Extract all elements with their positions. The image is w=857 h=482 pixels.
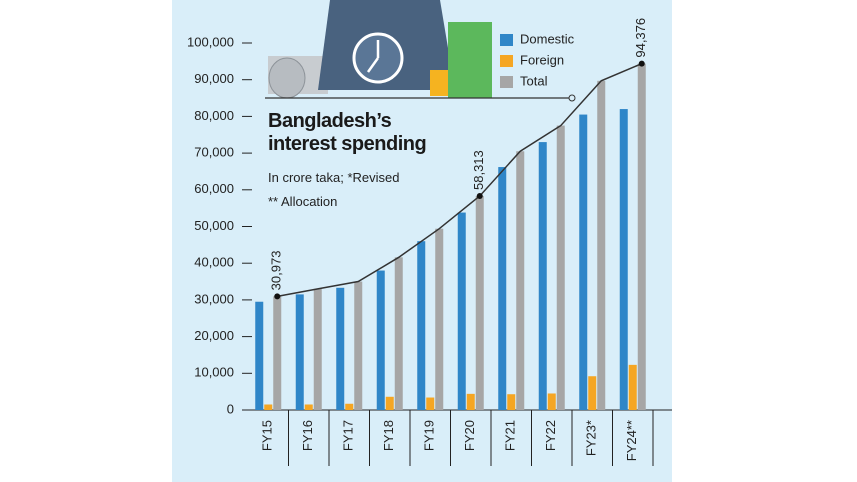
- y-tick-label: 20,000: [194, 328, 234, 343]
- y-tick-label: 70,000: [194, 145, 234, 160]
- bar: [457, 212, 466, 410]
- bar: [516, 151, 525, 410]
- legend-label: Foreign: [520, 52, 564, 67]
- note: ** Allocation: [268, 194, 338, 209]
- clock-hands: [366, 40, 380, 73]
- bar: [507, 394, 516, 410]
- y-tick-label: 10,000: [194, 365, 234, 380]
- bar: [417, 241, 426, 410]
- bar: [619, 109, 628, 410]
- bar: [345, 403, 354, 410]
- y-tick-label: 90,000: [194, 71, 234, 86]
- x-tick-label: FY22: [543, 420, 558, 451]
- bar: [588, 376, 597, 410]
- x-tick-label: FY15: [260, 420, 275, 451]
- shelf-end: [568, 94, 576, 102]
- data-label: 58,313: [471, 150, 486, 190]
- legend-swatch: [500, 55, 513, 67]
- x-tick-label: FY21: [503, 420, 518, 451]
- y-tick-label: 50,000: [194, 218, 234, 233]
- x-tick-label: FY20: [462, 420, 477, 451]
- legend-swatch: [500, 34, 513, 46]
- coin: [268, 57, 306, 99]
- point-marker: [638, 60, 645, 67]
- y-tick-label: 40,000: [194, 255, 234, 270]
- y-tick-label: 0: [227, 401, 234, 416]
- bar: [336, 287, 345, 410]
- data-label: 94,376: [633, 18, 648, 58]
- bar: [255, 301, 264, 410]
- y-tick-label: 80,000: [194, 108, 234, 123]
- bar: [295, 294, 304, 410]
- illustration: [265, 0, 576, 102]
- point-marker: [476, 192, 483, 199]
- y-tick-label: 60,000: [194, 181, 234, 196]
- x-tick-label: FY17: [341, 420, 356, 451]
- x-tick-label: FY19: [422, 420, 437, 451]
- bar: [547, 393, 556, 410]
- bar: [597, 80, 606, 411]
- bar: [475, 195, 484, 410]
- bar: [304, 404, 313, 410]
- bar: [273, 296, 282, 410]
- bar: [354, 281, 363, 410]
- bar: [264, 404, 273, 410]
- subtitle: In crore taka; *Revised: [268, 170, 400, 185]
- bar: [556, 125, 565, 410]
- bar: [435, 228, 444, 410]
- data-label: 30,973: [269, 251, 284, 291]
- legend-swatch: [500, 76, 513, 88]
- y-tick-label: 30,000: [194, 291, 234, 306]
- x-tick-label: FY23*: [584, 420, 599, 456]
- bar: [313, 288, 322, 410]
- y-tick-label: 100,000: [187, 34, 234, 49]
- x-tick-label: FY16: [300, 420, 315, 451]
- legend-label: Total: [520, 73, 548, 88]
- bar: [538, 142, 547, 410]
- bar: [385, 396, 394, 410]
- bar: [376, 270, 385, 410]
- bar: [579, 114, 588, 410]
- bar: [426, 397, 435, 410]
- bar: [394, 257, 403, 410]
- bar: [628, 364, 637, 410]
- x-tick-label: FY24**: [624, 420, 639, 461]
- chart-title: Bangladesh’s interest spending: [268, 110, 427, 155]
- x-tick-label: FY18: [381, 420, 396, 451]
- total-line: [277, 62, 643, 298]
- point-marker: [274, 293, 281, 300]
- bar: [637, 63, 646, 411]
- bar: [466, 393, 475, 410]
- bar: [498, 167, 507, 410]
- legend-label: Domestic: [520, 31, 575, 46]
- cash: [448, 22, 492, 98]
